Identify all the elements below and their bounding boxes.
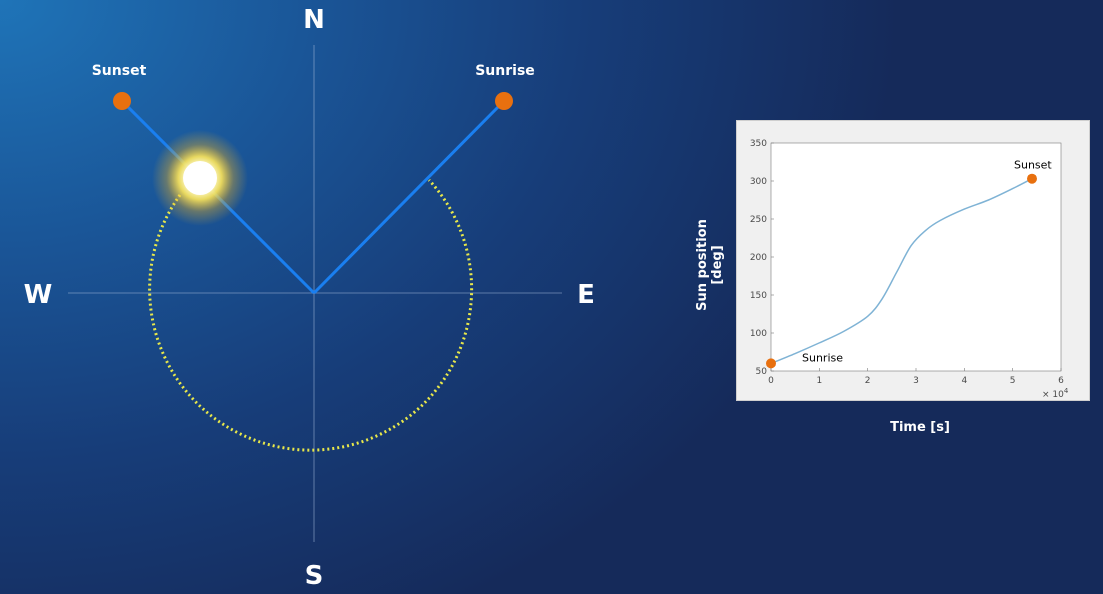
y-tick-label: 350 (750, 139, 767, 149)
east-label: E (577, 280, 595, 310)
sun-position-curve (770, 178, 1033, 365)
west-label: W (24, 280, 53, 310)
sunrise-label: Sunrise (475, 63, 535, 79)
x-exponent-label: × 104 (1042, 387, 1069, 400)
sunrise-ray (312, 99, 506, 295)
x-tick-label: 1 (816, 376, 822, 386)
north-label: N (303, 5, 325, 35)
sunset-label: Sunset (92, 63, 147, 79)
y-tick-label: 250 (750, 215, 767, 225)
y-axis-title: Sun position [deg] (695, 219, 725, 311)
sun-path-arc (148, 178, 474, 452)
sunrise-point-marker (766, 358, 776, 369)
sun-icon (183, 161, 217, 195)
sun-position-chart: 0 1 2 3 4 5 6 50 100 150 200 250 300 350 Sunrise Sunse… (736, 120, 1090, 401)
y-tick-label: 300 (750, 177, 767, 187)
south-label: S (305, 561, 324, 591)
y-tick-label: 150 (750, 291, 767, 301)
sunrise-point-label: Sunrise (802, 351, 843, 364)
x-tick-label: 0 (768, 376, 774, 386)
sunset-point-marker (1027, 173, 1037, 184)
plot-area (770, 142, 1062, 372)
chart-canvas: 0 1 2 3 4 5 6 50 100 150 200 250 300 350 Sunrise Sunse… (750, 139, 1069, 400)
y-tick-label: 100 (750, 329, 767, 339)
x-tick-label: 2 (865, 376, 871, 386)
x-tick-label: 5 (1010, 376, 1016, 386)
sunset-marker (113, 92, 131, 110)
x-tick-label: 6 (1058, 376, 1064, 386)
x-tick-label: 3 (913, 376, 919, 386)
y-tick-label: 50 (756, 367, 768, 377)
compass-diagram: Sunset Sunrise N S W E (24, 5, 595, 591)
x-tick-label: 4 (961, 376, 967, 386)
sunset-point-label: Sunset (1014, 159, 1052, 172)
x-axis-title: Time [s] (890, 420, 950, 435)
x-exponent-power: 4 (1064, 387, 1069, 395)
y-tick-label: 200 (750, 253, 767, 263)
sunrise-marker (495, 92, 513, 110)
